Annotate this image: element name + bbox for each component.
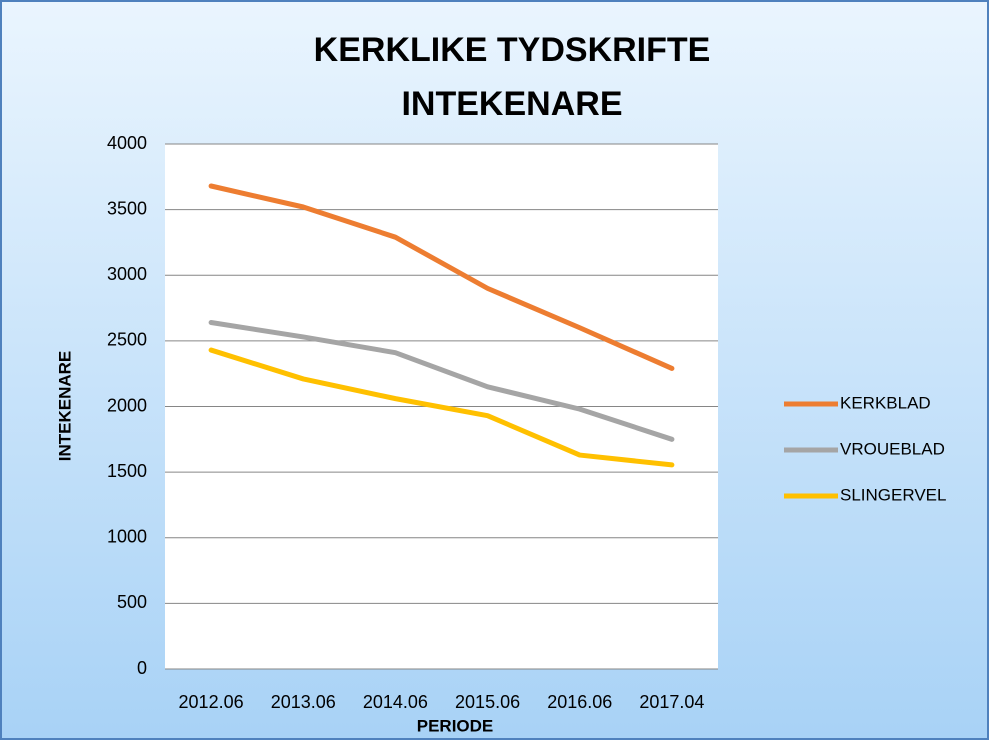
y-tick-label: 1500 xyxy=(107,461,147,481)
y-tick-label: 2500 xyxy=(107,330,147,350)
y-tick-label: 1000 xyxy=(107,527,147,547)
data-line xyxy=(208,320,675,442)
y-tick-label: 4000 xyxy=(107,133,147,153)
y-tick-label: 500 xyxy=(117,592,147,612)
x-tick-label: 2016.06 xyxy=(547,692,612,712)
x-tick-label: 2013.06 xyxy=(271,692,336,712)
y-axis-title: INTEKENARE xyxy=(55,351,74,462)
legend-label: VROUEBLAD xyxy=(840,439,945,458)
x-axis-title: PERIODE xyxy=(417,716,494,735)
x-tick-label: 2015.06 xyxy=(455,692,520,712)
y-tick-label: 3000 xyxy=(107,264,147,284)
data-line xyxy=(208,347,675,468)
x-tick-label: 2012.06 xyxy=(179,692,244,712)
y-tick-label: 2000 xyxy=(107,395,147,415)
chart-title: KERKLIKE TYDSKRIFTE xyxy=(314,31,711,69)
data-line xyxy=(208,183,675,371)
x-tick-label: 2014.06 xyxy=(363,692,428,712)
legend-label: KERKBLAD xyxy=(840,393,931,412)
y-tick-label: 3500 xyxy=(107,198,147,218)
chart-title: INTEKENARE xyxy=(401,85,622,123)
x-tick-label: 2017.04 xyxy=(639,692,704,712)
y-tick-label: 0 xyxy=(137,658,147,678)
legend-label: SLINGERVEL xyxy=(840,485,946,504)
